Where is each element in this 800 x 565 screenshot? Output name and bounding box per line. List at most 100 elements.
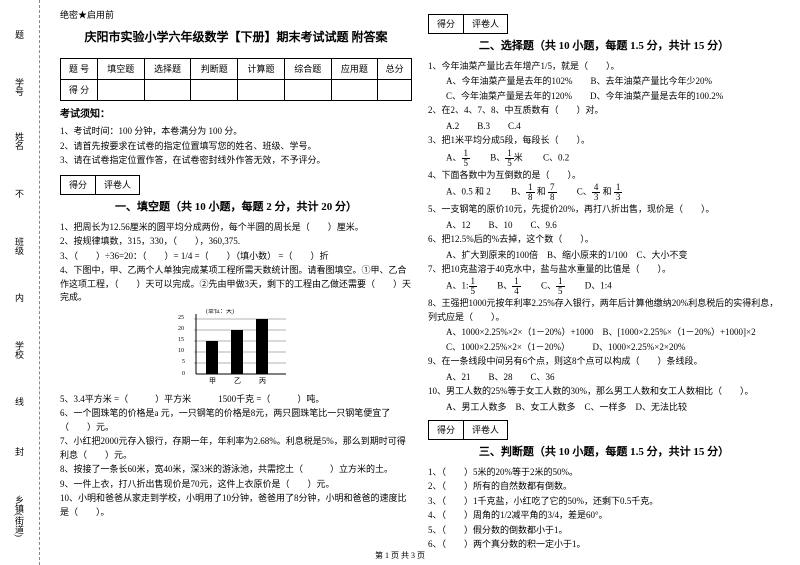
- svg-text:丙: 丙: [259, 377, 266, 385]
- binding-label-1: 封: [15, 445, 24, 458]
- scorer-person: 评卷人: [464, 15, 507, 33]
- q2-10: 10、男工人数的25%等于女工人数的30%，那么男工人数和女工人数相比（ ）。: [428, 385, 780, 399]
- binding-label-2: 线: [15, 395, 24, 408]
- scorer-person: 评卷人: [96, 176, 139, 194]
- binding-label-0: 乡镇(街道): [13, 495, 26, 537]
- binding-label-6: 班级: [13, 237, 26, 255]
- scorer-score: 得分: [61, 176, 96, 194]
- q2-3: 3、把1米平均分成5段，每段长（ ）。: [428, 134, 780, 148]
- svg-text:(单位：天): (单位：天): [206, 309, 234, 315]
- notice-heading: 考试须知：: [60, 107, 412, 123]
- q2-5-opts: A、12 B、10 C、9.6: [446, 218, 780, 232]
- section1-title: 一、填空题（共 10 小题，每题 2 分，共计 20 分）: [60, 199, 412, 217]
- binding-label-3: 学校: [13, 341, 26, 359]
- th: 判断题: [191, 58, 238, 79]
- svg-text:10: 10: [178, 348, 184, 354]
- q1-8: 8、按接了一条长60米，宽40米，深3米的游泳池，共需挖土（ ）立方米的土。: [60, 463, 412, 477]
- q2-9-opts: A、21 B、28 C、36: [446, 370, 780, 384]
- q2-1: 1、今年油菜产量比去年增产1/5，就是（ ）。: [428, 60, 780, 74]
- bar-chart: 25 20 15 10 5 0 (单位：天) 甲 乙 丙: [176, 309, 296, 389]
- scorer-box: 得分 评卷人: [60, 175, 140, 195]
- q2-7-opts: A、1:15 B、14 C、15 D、1:4: [446, 277, 780, 296]
- scorer-score: 得分: [429, 421, 464, 439]
- q2-2-opts: A.2 B.3 C.4: [446, 119, 780, 133]
- svg-text:甲: 甲: [209, 377, 216, 385]
- notice-item: 2、请首先按要求在试卷的指定位置填写您的姓名、班级、学号。: [60, 140, 412, 154]
- content-columns: 绝密★启用前 庆阳市实验小学六年级数学【下册】期末考试试题 附答案 题 号 填空…: [40, 0, 800, 565]
- q2-6: 6、把12.5%后的%去掉，这个数（ ）。: [428, 233, 780, 247]
- td: 得 分: [61, 79, 98, 100]
- th: 综合题: [284, 58, 331, 79]
- q1-6: 6、一个圆珠笔的价格是a 元，一只钢笔的价格是8元，两只圆珠笔比一只钢笔便宜了（…: [60, 407, 412, 434]
- q2-6-opts: A、扩大到原来的100倍 B、缩小原来的1/100 C、大小不变: [446, 248, 780, 262]
- td[interactable]: [97, 79, 144, 100]
- svg-text:5: 5: [182, 359, 185, 365]
- q1-10: 10、小明和爸爸从家走到学校，小明用了10分钟，爸爸用了8分钟，小明和爸爸的速度…: [60, 492, 412, 519]
- q2-8-opts: A、1000×2.25%×2×（1－20%）+1000 B、[1000×2.25…: [446, 325, 780, 354]
- th: 题 号: [61, 58, 98, 79]
- q2-2: 2、在2、4、7、8、中互质数有（ ）对。: [428, 104, 780, 118]
- binding-label-4: 内: [15, 291, 24, 304]
- q2-5: 5、一支钢笔的原价10元，先提价20%，再打八折出售，现价是（ ）。: [428, 203, 780, 217]
- exam-page: 题 学号 姓名 不 班级 内 学校 线 封 乡镇(街道) 绝密★启用前 庆阳市实…: [0, 0, 800, 565]
- page-footer: 第 1 页 共 3 页: [0, 550, 800, 561]
- scorer-box: 得分 评卷人: [428, 14, 508, 34]
- th: 计算题: [238, 58, 285, 79]
- td[interactable]: [378, 79, 412, 100]
- secret-label: 绝密★启用前: [60, 8, 412, 22]
- td[interactable]: [238, 79, 285, 100]
- svg-text:乙: 乙: [234, 377, 241, 385]
- svg-text:0: 0: [182, 371, 185, 377]
- td[interactable]: [331, 79, 378, 100]
- q1-4: 4、下图中，甲、乙两个人单独完成某项工程所需天数统计图。请看图填空。①甲、乙合作…: [60, 264, 412, 305]
- q2-3-opts: A、15 B、15米 C、0.2: [446, 149, 780, 168]
- svg-text:20: 20: [178, 326, 184, 332]
- q3-1: 1、（ ）5米的20%等于2米的50%。: [428, 466, 780, 480]
- td[interactable]: [191, 79, 238, 100]
- exam-title: 庆阳市实验小学六年级数学【下册】期末考试试题 附答案: [60, 28, 412, 47]
- chart-svg: 25 20 15 10 5 0 (单位：天) 甲 乙 丙: [176, 309, 296, 389]
- scorer-box: 得分 评卷人: [428, 420, 508, 440]
- th: 填空题: [97, 58, 144, 79]
- th: 总分: [378, 58, 412, 79]
- scorer-score: 得分: [429, 15, 464, 33]
- q1-9: 9、一件上衣，打八折出售现价是70元，这件上衣原价是（ ）元。: [60, 478, 412, 492]
- q2-7: 7、把10克盐溶于40克水中，盐与盐水重量的比值是（ ）。: [428, 263, 780, 277]
- td[interactable]: [284, 79, 331, 100]
- q2-10-opts: A、男工人数多 B、女工人数多 C、一样多 D、无法比较: [446, 400, 780, 414]
- td[interactable]: [144, 79, 191, 100]
- q2-9: 9、在一条线段中间另有6个点，则这8个点可以构成（ ）条线段。: [428, 355, 780, 369]
- q1-3: 3、（ ）÷36=20：（ ）= 1/4 =（ ）（填小数） =（ ）折: [60, 250, 412, 264]
- binding-label-7: 姓名: [13, 132, 26, 150]
- q3-4: 4、（ ）周角的1/2减平角的3/4，差是60°。: [428, 509, 780, 523]
- q3-2: 2、（ ）所有的自然数都有倒数。: [428, 480, 780, 494]
- q3-5: 5、（ ）假分数的倒数都小于1。: [428, 524, 780, 538]
- notice-item: 3、请在试卷指定位置作答，在试卷密封线外作答无效，不予评分。: [60, 154, 412, 168]
- svg-text:25: 25: [178, 315, 184, 321]
- th: 选择题: [144, 58, 191, 79]
- score-table: 题 号 填空题 选择题 判断题 计算题 综合题 应用题 总分 得 分: [60, 58, 412, 102]
- q1-1: 1、把周长为12.56厘米的圆平均分成两份，每个半圆的周长是（ ）厘米。: [60, 221, 412, 235]
- scorer-person: 评卷人: [464, 421, 507, 439]
- left-column: 绝密★启用前 庆阳市实验小学六年级数学【下册】期末考试试题 附答案 题 号 填空…: [52, 8, 420, 557]
- q2-8: 8、王强把1000元按年利率2.25%存入银行，两年后计算他缴纳20%利息税后的…: [428, 297, 780, 324]
- q1-7: 7、小红把2000元存入银行，存期一年，年利率为2.68%。利息税是5%，那么到…: [60, 435, 412, 462]
- q2-1-opts: A、今年油菜产量是去年的102% B、去年油菜产量比今年少20% C、今年油菜产…: [446, 74, 780, 103]
- section3-title: 三、判断题（共 10 小题，每题 1.5 分，共计 15 分）: [428, 444, 780, 462]
- q1-5: 5、3.4平方米 =（ ）平方米 1500千克 =（ ）吨。: [60, 393, 412, 407]
- binding-margin: 题 学号 姓名 不 班级 内 学校 线 封 乡镇(街道): [0, 0, 40, 565]
- table-row: 得 分: [61, 79, 412, 100]
- right-column: 得分 评卷人 二、选择题（共 10 小题，每题 1.5 分，共计 15 分） 1…: [420, 8, 788, 557]
- th: 应用题: [331, 58, 378, 79]
- section2-title: 二、选择题（共 10 小题，每题 1.5 分，共计 15 分）: [428, 38, 780, 56]
- table-row: 题 号 填空题 选择题 判断题 计算题 综合题 应用题 总分: [61, 58, 412, 79]
- svg-text:15: 15: [178, 337, 184, 343]
- q3-3: 3、（ ）1千克盐，小红吃了它的50%，还剩下0.5千克。: [428, 495, 780, 509]
- binding-label-8: 学号: [13, 78, 26, 96]
- binding-label-9: 题: [15, 28, 24, 41]
- q2-4: 4、下面各数中为互倒数的是（ ）。: [428, 169, 780, 183]
- notice-item: 1、考试时间：100 分钟，本卷满分为 100 分。: [60, 125, 412, 139]
- binding-label-5: 不: [15, 187, 24, 200]
- q1-2: 2、按规律填数，315，330，（ ），360,375.: [60, 235, 412, 249]
- q2-4-opts: A、0.5 和 2 B、18 和 78 C、43 和 13: [446, 183, 780, 202]
